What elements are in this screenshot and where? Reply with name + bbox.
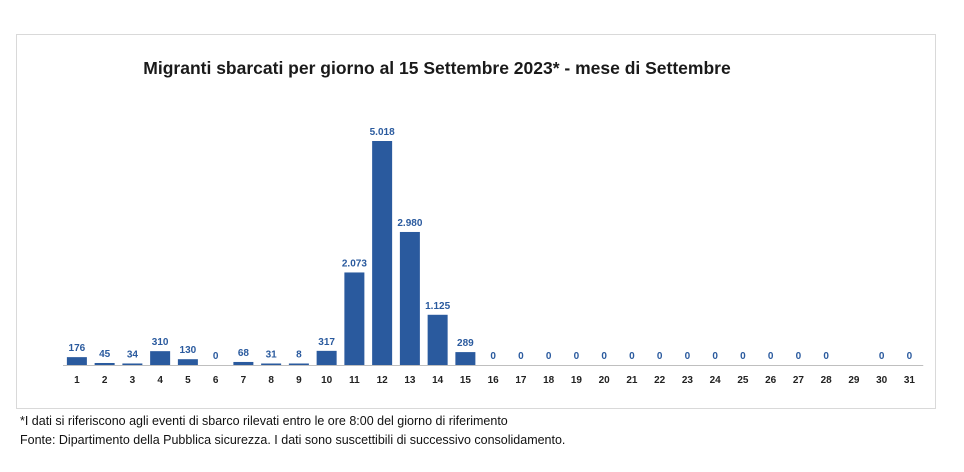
x-tick-label-10: 10 [321,375,333,386]
bar-day-8 [261,363,282,365]
value-label-day-3: 34 [127,349,139,360]
value-label-day-23: 0 [685,351,691,362]
value-label-day-16: 0 [490,351,496,362]
bar-day-7 [233,361,254,365]
value-label-day-21: 0 [629,351,635,362]
bar-day-2 [94,362,115,365]
x-tick-label-14: 14 [432,375,444,386]
value-label-day-9: 8 [296,350,302,361]
x-tick-label-24: 24 [710,375,722,386]
x-tick-label-15: 15 [460,375,472,386]
x-tick-label-16: 16 [488,375,500,386]
bar-day-3 [122,363,143,365]
bar-day-4 [150,351,171,365]
x-tick-label-27: 27 [793,375,805,386]
x-tick-label-30: 30 [876,375,888,386]
x-tick-label-19: 19 [571,375,583,386]
value-label-day-8: 31 [266,350,278,361]
chart-title: Migranti sbarcati per giorno al 15 Sette… [143,58,731,78]
value-label-day-28: 0 [823,351,829,362]
value-label-day-20: 0 [601,351,607,362]
value-label-day-31: 0 [907,351,913,362]
value-label-day-27: 0 [796,351,802,362]
value-label-day-7: 68 [238,348,250,359]
x-tick-label-6: 6 [213,375,219,386]
x-tick-label-2: 2 [102,375,108,386]
x-tick-label-20: 20 [599,375,611,386]
x-tick-label-9: 9 [296,375,302,386]
value-label-day-13: 2.980 [397,218,422,229]
x-tick-label-3: 3 [130,375,136,386]
x-tick-label-12: 12 [377,375,389,386]
value-label-day-1: 176 [69,343,86,354]
x-tick-label-21: 21 [626,375,638,386]
value-label-day-4: 310 [152,337,169,348]
value-label-day-17: 0 [518,351,524,362]
chart-frame [16,34,936,409]
value-labels-group: 176 45 34 310 130 0 68 31 8 317 2.073 5.018 2.980 1.1… [69,127,913,362]
x-tick-label-31: 31 [904,375,916,386]
source-note: Fonte: Dipartimento della Pubblica sicur… [20,433,566,447]
x-tick-label-11: 11 [349,375,360,386]
value-label-day-26: 0 [768,351,774,362]
value-label-day-11: 2.073 [342,258,367,269]
x-tick-label-22: 22 [654,375,666,386]
bar-day-14 [427,314,448,365]
value-label-day-15: 289 [457,338,474,349]
value-label-day-24: 0 [712,351,718,362]
value-label-day-14: 1.125 [425,301,450,312]
bar-day-1 [66,357,87,365]
x-tick-label-26: 26 [765,375,777,386]
value-label-day-19: 0 [574,351,580,362]
value-label-day-5: 130 [180,345,197,356]
footnote: *I dati si riferiscono agli eventi di sb… [20,414,508,428]
bar-day-10 [316,350,337,365]
value-label-day-30: 0 [879,351,885,362]
value-label-day-6: 0 [213,351,219,362]
x-tick-label-17: 17 [515,375,527,386]
bar-day-15 [455,352,476,365]
x-tick-label-4: 4 [157,375,163,386]
value-label-day-25: 0 [740,351,746,362]
value-label-day-10: 317 [318,337,335,348]
x-tick-label-13: 13 [404,375,416,386]
x-tick-labels-group: 1 2 3 4 5 6 7 8 9 10 11 12 13 14 15 16 17 18 19 20 21 22 23 24 2… [74,375,915,386]
x-tick-label-18: 18 [543,375,555,386]
bar-day-5 [177,359,198,365]
x-tick-label-8: 8 [268,375,274,386]
x-tick-label-7: 7 [241,375,247,386]
x-tick-label-23: 23 [682,375,694,386]
bar-day-11 [344,272,365,365]
x-tick-label-28: 28 [821,375,833,386]
bar-day-9 [288,363,309,365]
value-label-day-18: 0 [546,351,552,362]
value-label-day-22: 0 [657,351,663,362]
x-tick-label-5: 5 [185,375,191,386]
x-tick-label-1: 1 [74,375,80,386]
bar-day-12 [372,141,393,365]
x-tick-label-29: 29 [848,375,860,386]
value-label-day-12: 5.018 [370,127,395,138]
bars-group [66,141,476,365]
x-tick-label-25: 25 [737,375,749,386]
bar-day-13 [399,231,420,365]
value-label-day-2: 45 [99,349,111,360]
